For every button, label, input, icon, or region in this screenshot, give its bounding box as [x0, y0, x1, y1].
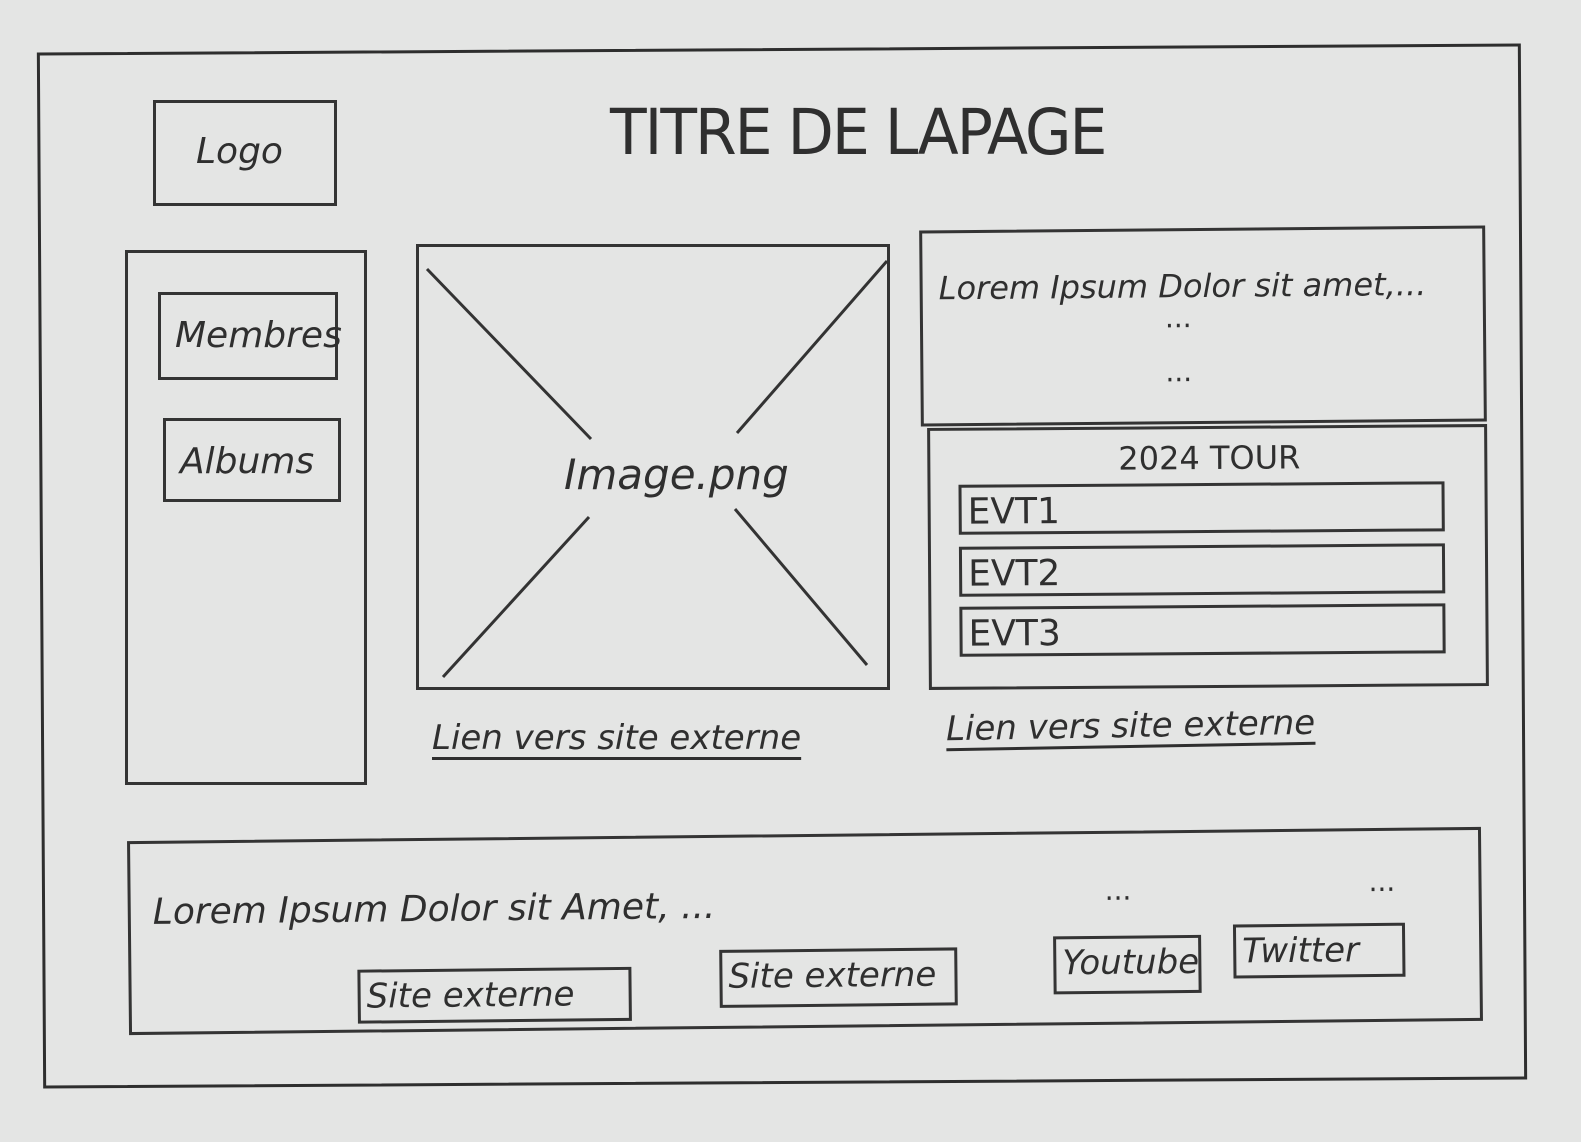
sidebar	[125, 250, 367, 785]
footer-external-site-button-1[interactable]: Site externe	[357, 966, 632, 1024]
sidebar-item-label: Albums	[180, 441, 315, 482]
logo-label: Logo	[196, 131, 283, 172]
text-panel-ellipsis: ...	[1165, 355, 1193, 389]
text-panel: Lorem Ipsum Dolor sit amet,... ... ...	[919, 225, 1487, 427]
footer-button-label: Youtube	[1062, 941, 1200, 984]
sidebar-item-membres[interactable]: Membres	[158, 292, 342, 380]
sidebar-item-albums[interactable]: Albums	[163, 418, 341, 502]
text-panel-ellipsis: ...	[1164, 301, 1192, 335]
footer-youtube-button[interactable]: Youtube	[1053, 934, 1202, 995]
tour-event-label: EVT3	[968, 613, 1061, 655]
image-placeholder	[416, 244, 890, 690]
tour-event-label: EVT1	[967, 491, 1061, 533]
external-link-image[interactable]: Lien vers site externe	[432, 718, 802, 758]
image-placeholder-label: Image.png	[560, 450, 793, 499]
footer-text: Lorem Ipsum Dolor sit Amet, ...	[152, 885, 716, 933]
logo[interactable]: Logo	[153, 100, 337, 206]
tour-title: 2024 TOUR	[1118, 438, 1301, 478]
tour-event-label: EVT2	[967, 553, 1061, 595]
tour-panel: 2024 TOUR EVT1 EVT2 EVT3	[927, 424, 1489, 690]
footer-external-site-button-2[interactable]: Site externe	[719, 947, 958, 1008]
footer-button-label: Site externe	[728, 954, 937, 997]
footer-button-label: Site externe	[366, 974, 575, 1017]
footer-twitter-button[interactable]: Twitter	[1232, 922, 1406, 979]
footer: Lorem Ipsum Dolor sit Amet, ... ... ... …	[127, 826, 1483, 1036]
page-title: TITRE DE LAPAGE	[610, 96, 1107, 170]
external-link-tour[interactable]: Lien vers site externe	[945, 702, 1316, 750]
tour-event-2[interactable]: EVT2	[958, 543, 1446, 597]
footer-ellipsis: ...	[1104, 873, 1132, 907]
sidebar-item-label: Membres	[175, 315, 342, 356]
footer-ellipsis: ...	[1368, 864, 1396, 899]
footer-button-label: Twitter	[1242, 930, 1360, 972]
image-placeholder-cross	[425, 260, 887, 679]
tour-event-1[interactable]: EVT1	[958, 481, 1445, 535]
tour-event-3[interactable]: EVT3	[959, 603, 1446, 657]
